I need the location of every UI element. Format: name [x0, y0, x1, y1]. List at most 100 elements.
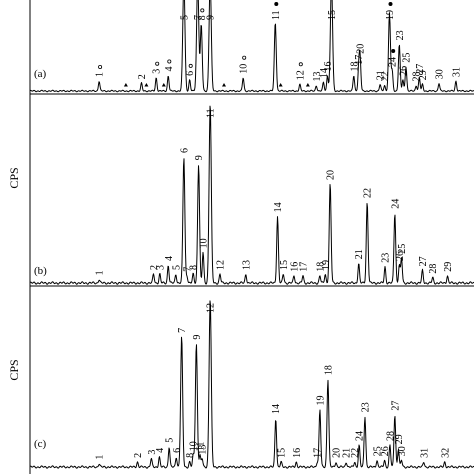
- peak-label-a-2: 2: [137, 74, 148, 79]
- peak-label-a-9: 9: [206, 15, 217, 20]
- peak-label-a-29: 29: [418, 70, 429, 80]
- peak-label-c-16: 16: [292, 448, 303, 458]
- peak-label-b-21: 21: [354, 249, 365, 259]
- peak-label-c-29: 29: [394, 434, 405, 444]
- peak-label-c-2: 2: [133, 453, 144, 458]
- peak-marker-a-24: [391, 49, 396, 54]
- panel-a-label: (a): [34, 68, 47, 80]
- peak-marker-a-1: [98, 65, 103, 70]
- peak-label-a-24: 24: [388, 57, 399, 67]
- peak-label-b-15: 15: [279, 260, 290, 270]
- peak-label-b-20: 20: [326, 170, 337, 180]
- panel-b-frame: [29, 93, 474, 287]
- peak-label-c-10: 10: [189, 441, 200, 451]
- panel-b-trace: [29, 105, 474, 285]
- peak-label-b-29: 29: [443, 262, 454, 272]
- peak-label-b-14: 14: [273, 202, 284, 212]
- peak-marker-a-3: [155, 61, 160, 66]
- peak-label-a-8: 8: [197, 15, 208, 20]
- peak-label-c-27: 27: [390, 401, 401, 411]
- peak-label-a-17: 17: [354, 55, 365, 65]
- peak-label-c-23: 23: [360, 402, 371, 412]
- peak-label-b-28: 28: [428, 264, 439, 274]
- peak-label-a-31: 31: [451, 67, 462, 77]
- peak-label-b-26: 26: [395, 251, 406, 261]
- peak-label-b-9: 9: [194, 155, 205, 160]
- panel-b-ylabel: CPS: [7, 167, 21, 188]
- peak-label-a-20: 20: [356, 44, 367, 54]
- peak-label-b-17: 17: [299, 262, 310, 272]
- peak-marker-a-12: [298, 62, 303, 67]
- peak-label-c-18: 18: [323, 365, 334, 375]
- peak-label-a-26: 26: [398, 66, 409, 76]
- peak-label-b-23: 23: [381, 253, 392, 263]
- peak-marker-a-4: [167, 59, 172, 64]
- peak-label-c-5: 5: [165, 438, 176, 443]
- peak-marker-a-11: [274, 2, 279, 7]
- panel-b-label: (b): [34, 265, 47, 277]
- peak-marker-a-6: [188, 63, 193, 68]
- peak-label-a-6: 6: [185, 71, 196, 76]
- peak-label-c-1: 1: [95, 455, 106, 460]
- peak-label-c-25: 25: [373, 446, 384, 456]
- triangle-marker-1: [123, 83, 128, 87]
- peak-label-b-13: 13: [241, 260, 252, 270]
- peak-label-a-21: 21: [376, 70, 387, 80]
- peak-marker-a-10: [242, 55, 247, 60]
- peak-label-c-28: 28: [385, 431, 396, 441]
- peak-label-a-25: 25: [402, 53, 413, 63]
- peak-label-c-12: 12: [206, 303, 217, 313]
- peak-label-a-11: 11: [271, 10, 282, 20]
- peak-label-c-14: 14: [271, 404, 282, 414]
- triangle-marker-4: [222, 83, 227, 87]
- peak-label-b-10: 10: [199, 238, 210, 248]
- peak-label-b-19: 19: [321, 260, 332, 270]
- peak-label-a-28: 28: [412, 72, 423, 82]
- peak-label-a-15: 15: [327, 10, 338, 20]
- peak-marker-a-8: [200, 8, 205, 13]
- peak-label-a-10: 10: [239, 64, 250, 74]
- peak-label-a-1: 1: [95, 72, 106, 77]
- peak-label-c-24: 24: [355, 431, 366, 441]
- peak-label-c-32: 32: [440, 448, 451, 458]
- peak-label-b-25: 25: [397, 244, 408, 254]
- peak-label-a-14: 14: [319, 68, 330, 78]
- peak-label-a-27: 27: [415, 64, 426, 74]
- peak-label-a-3: 3: [152, 69, 163, 74]
- peak-label-b-8: 8: [189, 265, 200, 270]
- peak-label-b-1: 1: [95, 270, 106, 275]
- peak-label-c-20: 20: [332, 448, 343, 458]
- peak-label-a-12: 12: [295, 70, 306, 80]
- peak-label-a-23: 23: [395, 30, 406, 40]
- peak-label-a-13: 13: [312, 72, 323, 82]
- peak-label-c-6: 6: [172, 448, 183, 453]
- peak-label-c-3: 3: [147, 450, 158, 455]
- peak-label-b-24: 24: [390, 199, 401, 209]
- peak-label-a-7: 7: [193, 15, 204, 20]
- peak-label-b-2: 2: [149, 265, 160, 270]
- peak-label-c-9: 9: [192, 335, 203, 340]
- triangle-marker-6: [305, 83, 310, 87]
- peak-label-b-3: 3: [155, 265, 166, 270]
- peak-label-b-18: 18: [315, 262, 326, 272]
- peak-label-c-31: 31: [419, 448, 430, 458]
- peak-label-a-22: 22: [380, 72, 391, 82]
- peak-label-b-4: 4: [164, 256, 175, 261]
- peak-label-b-27: 27: [418, 256, 429, 266]
- peak-label-a-4: 4: [164, 67, 175, 72]
- peak-label-a-19: 19: [385, 10, 396, 20]
- panel-a-trace: [29, 0, 474, 93]
- panel-c-label: (c): [34, 438, 47, 450]
- peak-label-c-8: 8: [185, 453, 196, 458]
- triangle-marker-5: [278, 83, 283, 87]
- peak-label-c-7: 7: [177, 328, 188, 333]
- triangle-marker-3: [161, 83, 166, 87]
- peak-label-c-13: 13: [198, 445, 209, 455]
- peak-label-c-17: 17: [313, 448, 324, 458]
- peak-label-b-6: 6: [179, 148, 190, 153]
- peak-label-a-18: 18: [349, 62, 360, 72]
